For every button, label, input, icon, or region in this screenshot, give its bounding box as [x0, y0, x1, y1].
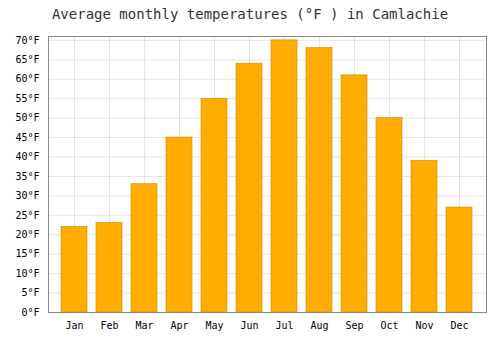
svg-text:Feb: Feb [100, 320, 118, 331]
svg-text:May: May [205, 320, 223, 331]
svg-text:Dec: Dec [450, 320, 468, 331]
svg-text:45°F: 45°F [15, 132, 39, 143]
svg-text:10°F: 10°F [15, 268, 39, 279]
svg-text:65°F: 65°F [15, 54, 39, 65]
svg-text:50°F: 50°F [15, 112, 39, 123]
svg-text:Jun: Jun [240, 320, 258, 331]
svg-text:60°F: 60°F [15, 73, 39, 84]
svg-text:Aug: Aug [310, 320, 328, 331]
svg-text:15°F: 15°F [15, 248, 39, 259]
svg-text:Nov: Nov [415, 320, 433, 331]
svg-text:Apr: Apr [170, 320, 188, 331]
svg-text:20°F: 20°F [15, 229, 39, 240]
svg-text:25°F: 25°F [15, 210, 39, 221]
html-text:Average monthly temperatures (: Average monthly temperatures (°F ) in Ca… [51, 6, 449, 22]
svg-text:35°F: 35°F [15, 171, 39, 182]
svg-text:Jul: Jul [275, 320, 293, 331]
svg-text:Mar: Mar [135, 320, 153, 331]
svg-text:30°F: 30°F [15, 190, 39, 201]
svg-text:55°F: 55°F [15, 93, 39, 104]
svg-text:Sep: Sep [345, 320, 363, 331]
svg-text:70°F: 70°F [15, 35, 39, 46]
svg-text:Jan: Jan [65, 320, 83, 331]
svg-text:40°F: 40°F [15, 151, 39, 162]
svg-text:0°F: 0°F [21, 307, 39, 318]
svg-text:5°F: 5°F [21, 287, 39, 298]
svg-text:Oct: Oct [380, 320, 398, 331]
